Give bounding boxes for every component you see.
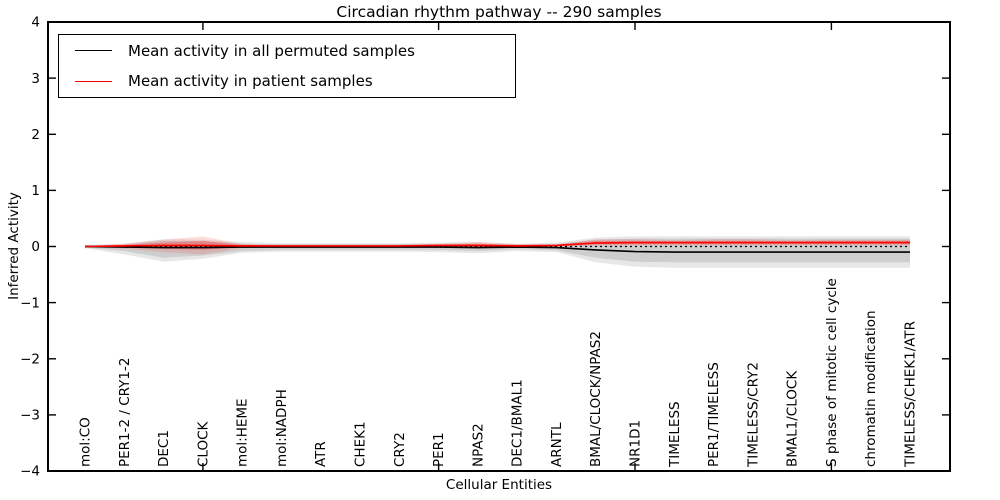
entity-label: S phase of mitotic cell cycle: [824, 278, 840, 467]
y-tick-label: −2: [20, 352, 40, 368]
entity-label: NPAS2: [470, 423, 486, 467]
legend-label-patient: Mean activity in patient samples: [128, 72, 373, 91]
band-permuted-range-outer: [85, 236, 910, 268]
y-tick-label: 1: [31, 183, 40, 199]
entity-label: ARNTL: [549, 422, 565, 467]
entity-label: CRY2: [392, 432, 408, 467]
legend-item-permuted: Mean activity in all permuted samples: [59, 36, 515, 66]
legend-box: Mean activity in all permuted samples Me…: [58, 34, 516, 98]
series-mean-activity-in-patient-samples: [84, 241, 910, 248]
entity-label: TIMELESS/CHEK1/ATR: [903, 321, 919, 468]
y-tick-label: 3: [31, 71, 40, 87]
y-tick-label: 2: [31, 127, 40, 143]
entity-label: DEC1: [156, 430, 172, 467]
entity-label: mol:HEME: [235, 398, 251, 467]
entity-label: mol:NADPH: [274, 389, 290, 467]
y-tick-label: −3: [20, 408, 40, 424]
entity-label: CHEK1: [353, 421, 369, 467]
y-axis-label: Inferred Activity: [6, 192, 22, 300]
y-tick-label: 4: [31, 15, 40, 31]
entity-label: BMAL/CLOCK/NPAS2: [588, 331, 604, 467]
entity-label: PER1: [431, 432, 447, 467]
entity-label: NR1D1: [628, 420, 644, 467]
legend-label-permuted: Mean activity in all permuted samples: [128, 41, 415, 60]
chart-title: Circadian rhythm pathway -- 290 samples: [336, 3, 662, 21]
y-tick-label: −1: [20, 295, 40, 311]
band-permuted-range-inner: [85, 238, 910, 263]
entity-label: chromatin modification: [863, 310, 879, 467]
y-tick-label: −4: [20, 464, 40, 480]
series-mean-activity-in-all-permuted-samples: [84, 245, 910, 253]
x-axis-label: Cellular Entities: [445, 477, 553, 493]
permuted-line-swatch: [75, 50, 112, 52]
patient-line-swatch: [75, 80, 112, 82]
y-tick-label: 0: [31, 239, 40, 255]
entity-label: PER1/TIMELESS: [706, 362, 722, 467]
entity-label: TIMELESS/CRY2: [745, 362, 761, 468]
entity-label: PER1-2 / CRY1-2: [117, 358, 133, 467]
entity-label: ATR: [313, 441, 329, 467]
entity-label: BMAL1/CLOCK: [785, 370, 801, 467]
legend-item-patient: Mean activity in patient samples: [59, 66, 515, 96]
entity-label: DEC1/BMAL1: [510, 379, 526, 467]
entity-label: TIMELESS: [667, 401, 683, 468]
entity-label: CLOCK: [195, 420, 211, 467]
entity-label: mol:CO: [78, 417, 94, 467]
